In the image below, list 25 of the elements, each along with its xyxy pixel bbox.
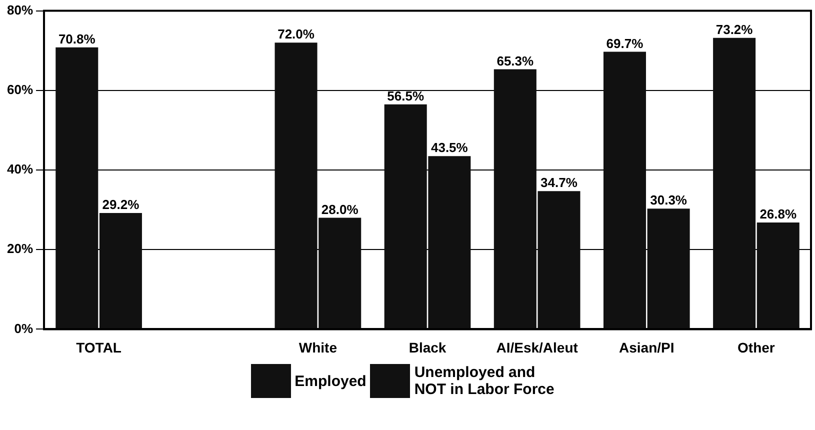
- x-tick-label: TOTAL: [76, 339, 122, 356]
- data-label: 30.3%: [650, 192, 688, 208]
- data-label: 34.7%: [540, 175, 578, 190]
- x-tick-label: AI/Esk/Aleut: [496, 339, 578, 356]
- data-label: 70.8%: [58, 31, 96, 46]
- data-label: 29.2%: [102, 197, 140, 212]
- x-tick-label: Asian/PI: [619, 339, 674, 356]
- y-tick-label: 80%: [6, 2, 34, 18]
- y-tick-label: 0%: [14, 320, 34, 336]
- y-tick-label: 20%: [6, 241, 34, 256]
- y-tick-label: 40%: [6, 162, 34, 177]
- legend-label: Employed: [294, 372, 366, 390]
- x-tick-label: Black: [408, 339, 446, 356]
- data-label: 28.0%: [321, 202, 359, 217]
- data-label: 26.8%: [760, 206, 797, 222]
- x-tick-label: Other: [738, 339, 776, 356]
- y-tick-label: 60%: [6, 82, 34, 97]
- data-label: 73.2%: [716, 22, 754, 37]
- data-label: 43.5%: [430, 140, 468, 156]
- data-label: 72.0%: [278, 26, 315, 42]
- data-label: 56.5%: [387, 88, 424, 104]
- legend-label: Unemployed and NOT in Labor Force: [414, 364, 556, 398]
- data-label: 65.3%: [496, 53, 534, 68]
- data-label: 69.7%: [606, 36, 644, 51]
- x-tick-label: White: [298, 339, 338, 356]
